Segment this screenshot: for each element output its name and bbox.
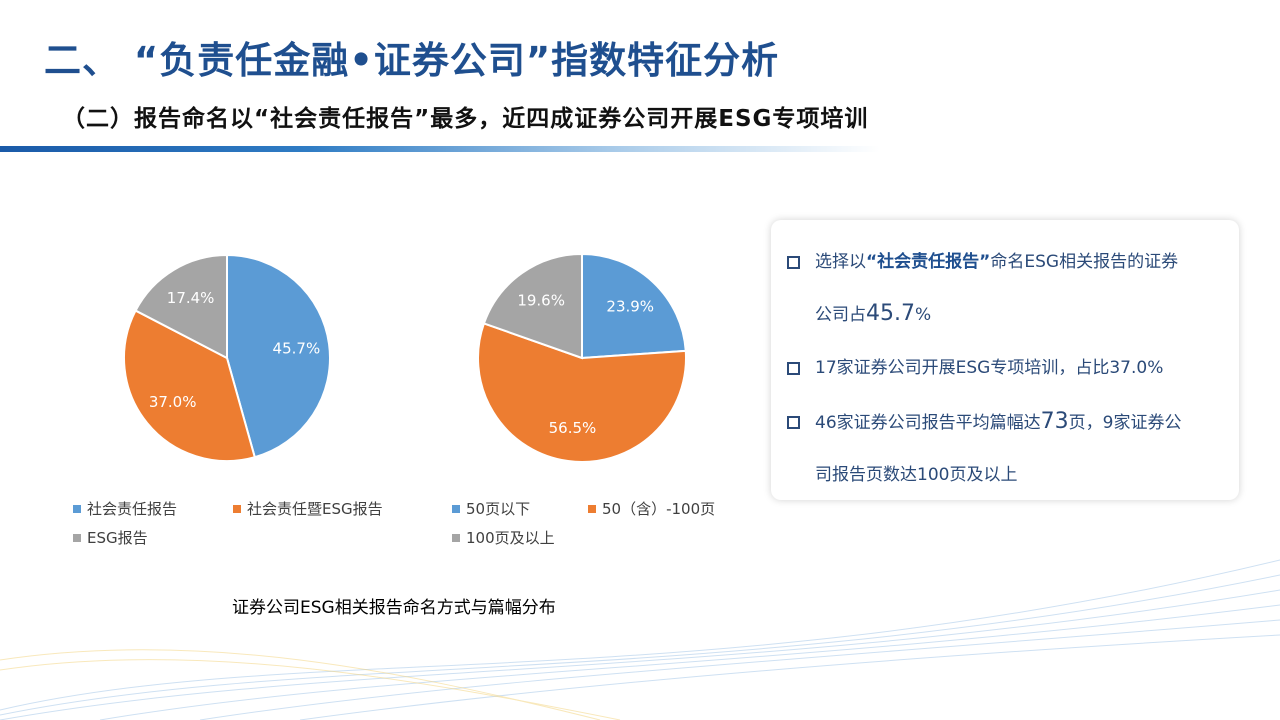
legend-item: 社会责任暨ESG报告 bbox=[233, 498, 383, 519]
pie-data-label: 56.5% bbox=[549, 419, 597, 437]
pie-chart-report-length: 23.9% 56.5% 19.6% bbox=[477, 252, 687, 463]
bullet-text: 46家证券公司报告平均篇幅达 bbox=[815, 413, 1041, 433]
pie-slice bbox=[482, 252, 583, 360]
bullet-text: 公司占 bbox=[815, 305, 866, 325]
legend-swatch-orange bbox=[588, 504, 596, 513]
legend-swatch-blue bbox=[73, 504, 81, 513]
bullet-text: 17家证券公司开展ESG专项培训，占比37.0% bbox=[815, 358, 1164, 378]
pie-slice bbox=[477, 322, 687, 463]
pie-data-label: 17.4% bbox=[167, 289, 215, 307]
legend-swatch-gray bbox=[73, 533, 81, 542]
legend-item: 50页以下 bbox=[452, 498, 530, 519]
pie-data-label: 45.7% bbox=[273, 339, 321, 357]
title-underline-bar bbox=[0, 146, 880, 152]
square-bullet-icon bbox=[787, 256, 800, 269]
bullet-emphasis: “社会责任报告” bbox=[866, 252, 991, 272]
legend-swatch-orange bbox=[233, 504, 241, 513]
legend-item: 社会责任报告 bbox=[73, 498, 177, 519]
bullet-naming: 选择以“社会责任报告”命名ESG相关报告的证券公司占45.7% bbox=[787, 236, 1227, 341]
bullet-highlight-number: 73 bbox=[1040, 409, 1069, 434]
legend-label: 100页及以上 bbox=[466, 529, 555, 547]
legend-swatch-gray bbox=[452, 533, 460, 542]
bullet-training: 17家证券公司开展ESG专项培训，占比37.0% bbox=[787, 342, 1227, 394]
square-bullet-icon bbox=[787, 362, 800, 375]
bullet-text: 司报告页数达100页及以上 bbox=[815, 465, 1018, 485]
bullet-text: 选择以 bbox=[815, 252, 866, 272]
legend-swatch-blue bbox=[452, 504, 460, 513]
bullet-length: 46家证券公司报告平均篇幅达73页，9家证券公司报告页数达100页及以上 bbox=[787, 396, 1227, 501]
legend-label: 社会责任暨ESG报告 bbox=[247, 500, 383, 518]
pie-chart-report-naming: 45.7% 37.0% 17.4% bbox=[123, 253, 331, 462]
bullet-text: 页，9家证券公 bbox=[1068, 413, 1182, 433]
page-title: 二、 “负责任金融•证券公司”指数特征分析 bbox=[44, 39, 780, 82]
pie-data-label: 19.6% bbox=[517, 291, 565, 309]
legend-item: 100页及以上 bbox=[452, 527, 555, 548]
pie-slice bbox=[226, 253, 331, 459]
legend-item: 50（含）-100页 bbox=[588, 498, 715, 519]
legend-label: 50（含）-100页 bbox=[602, 500, 716, 518]
chart-caption: 证券公司ESG相关报告命名方式与篇幅分布 bbox=[232, 598, 556, 618]
page-subtitle: （二）报告命名以“社会责任报告”最多，近四成证券公司开展ESG专项培训 bbox=[62, 106, 869, 132]
summary-box: 选择以“社会责任报告”命名ESG相关报告的证券公司占45.7% 17家证券公司开… bbox=[771, 220, 1239, 500]
bullet-text: % bbox=[914, 305, 932, 325]
legend-item: ESG报告 bbox=[73, 527, 148, 548]
legend-label: ESG报告 bbox=[87, 529, 148, 547]
legend-label: 社会责任报告 bbox=[87, 500, 178, 518]
square-bullet-icon bbox=[787, 416, 800, 429]
decorative-wave-background bbox=[0, 559, 1280, 720]
pie-data-label: 37.0% bbox=[149, 393, 197, 411]
pie-data-label: 23.9% bbox=[606, 297, 654, 315]
pie-slice bbox=[581, 252, 687, 360]
pie-slice bbox=[134, 253, 228, 360]
legend-label: 50页以下 bbox=[466, 500, 531, 518]
bullet-text: 命名ESG相关报告的证券 bbox=[990, 252, 1179, 272]
bullet-highlight-number: 45.7 bbox=[866, 301, 915, 326]
pie-slice bbox=[123, 309, 257, 462]
